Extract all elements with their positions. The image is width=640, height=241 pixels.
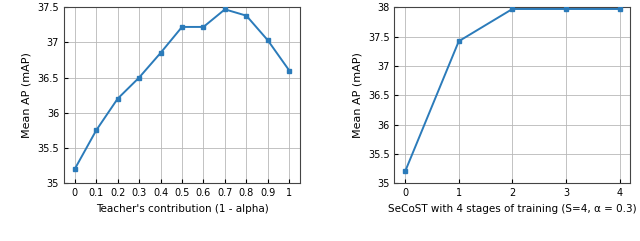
Y-axis label: Mean AP (mAP): Mean AP (mAP) [353, 52, 362, 138]
X-axis label: Teacher's contribution (1 - alpha): Teacher's contribution (1 - alpha) [95, 204, 268, 214]
Y-axis label: Mean AP (mAP): Mean AP (mAP) [22, 52, 32, 138]
X-axis label: SeCoST with 4 stages of training (S=4, α = 0.3): SeCoST with 4 stages of training (S=4, α… [388, 204, 637, 214]
